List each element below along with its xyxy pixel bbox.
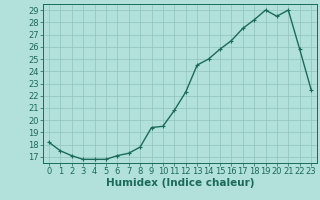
X-axis label: Humidex (Indice chaleur): Humidex (Indice chaleur) [106,178,254,188]
